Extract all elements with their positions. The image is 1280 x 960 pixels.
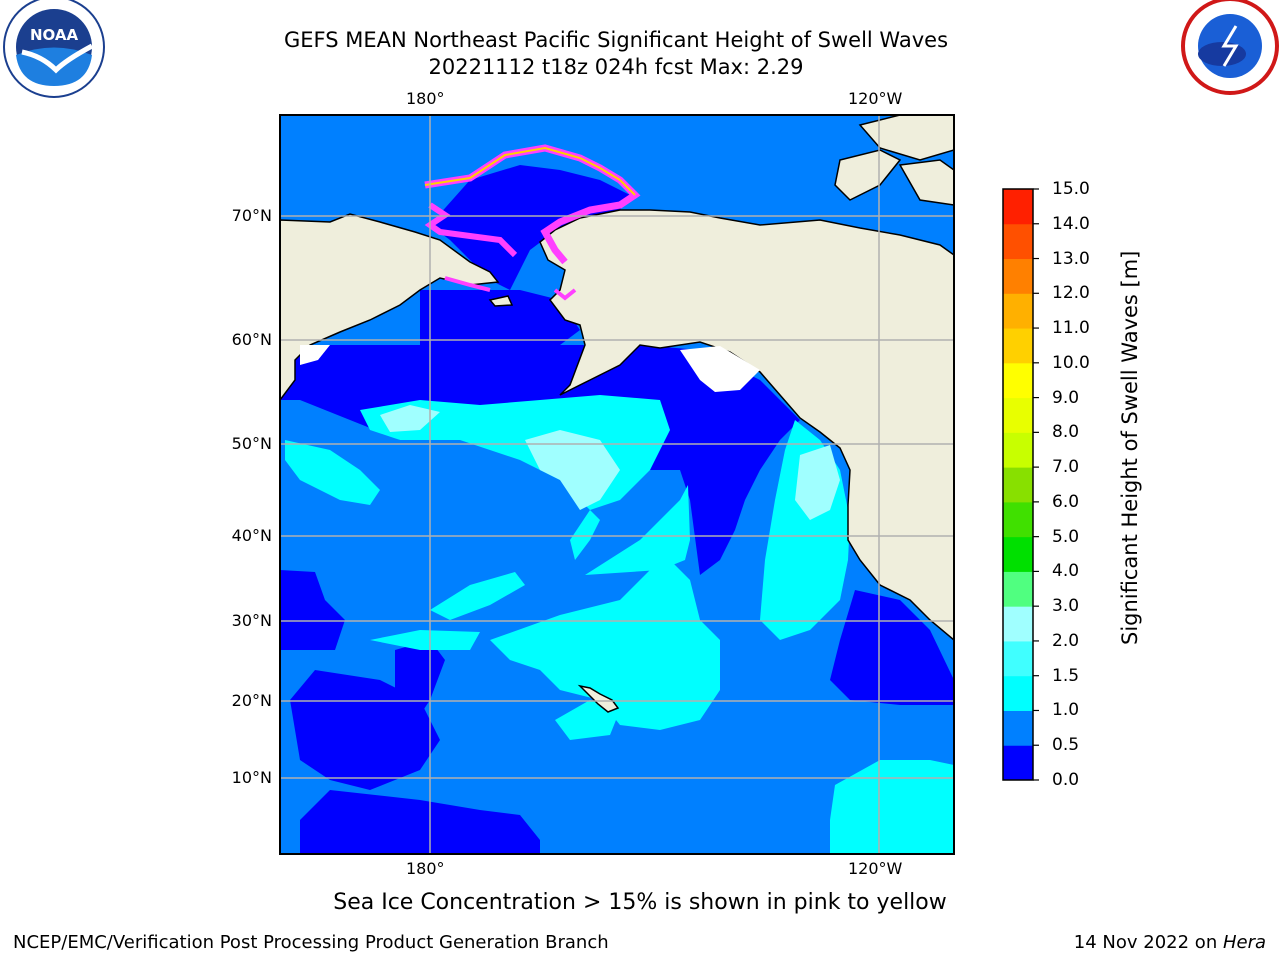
lat-label-70n: 70°N	[231, 206, 272, 225]
colorbar-segment	[1003, 362, 1033, 399]
colorbar-tick-label: 13.0	[1052, 248, 1090, 269]
colorbar-tick-label: 5.0	[1052, 526, 1080, 547]
lat-label-20n: 20°N	[231, 691, 272, 710]
colorbar-segment	[1003, 467, 1033, 503]
colorbar-tick-label: 7.0	[1052, 457, 1080, 478]
colorbar-tick-label: 1.0	[1052, 700, 1080, 721]
colorbar-segment	[1003, 223, 1033, 260]
colorbar-segment	[1003, 571, 1033, 607]
footer-branch: NCEP/EMC/Verification Post Processing Pr…	[13, 932, 609, 953]
lat-label-40n: 40°N	[231, 526, 272, 545]
colorbar-segment	[1003, 501, 1033, 538]
lat-label-10n: 10°N	[231, 768, 272, 787]
plot-title: GEFS MEAN Northeast Pacific Significant …	[283, 28, 949, 52]
colorbar-tick-label: 6.0	[1052, 491, 1080, 512]
lat-label-60n: 60°N	[231, 330, 272, 349]
colorbar-segment	[1003, 397, 1033, 433]
lon-label-bottom-120w: 120°W	[848, 859, 903, 878]
colorbar-segment	[1003, 606, 1033, 642]
colorbar-segment	[1003, 432, 1033, 468]
colorbar-tick-label: 11.0	[1052, 318, 1090, 339]
colorbar-frame	[1002, 188, 1034, 781]
colorbar-tick-label: 0.5	[1052, 735, 1080, 756]
colorbar-tick-label: 9.0	[1052, 387, 1080, 408]
sea-ice-edge	[424, 144, 641, 301]
land-masses	[280, 115, 954, 854]
lat-label-50n: 50°N	[231, 434, 272, 453]
colorbar-segment	[1003, 710, 1033, 746]
colorbar-segment	[1003, 293, 1033, 329]
colorbar-segment	[1003, 536, 1033, 572]
colorbar	[1003, 188, 1039, 781]
colorbar-segment	[1003, 640, 1033, 677]
lon-label-top-120w: 120°W	[848, 89, 903, 108]
nws-logo	[1181, 0, 1279, 95]
colorbar-segment	[1003, 675, 1033, 711]
colorbar-segment	[1003, 189, 1033, 225]
footer-date-text: 14 Nov 2022 on	[1073, 932, 1223, 953]
swell-height-map	[280, 115, 954, 854]
footer-machine: Hera	[1222, 932, 1266, 953]
missing-data-patches	[300, 345, 760, 392]
colorbar-tick-label: 2.0	[1052, 630, 1080, 651]
lon-label-bottom-180: 180°	[406, 859, 445, 878]
colorbar-segment	[1003, 328, 1033, 364]
graticule	[280, 115, 954, 854]
sea-ice-caption: Sea Ice Concentration > 15% is shown in …	[333, 890, 947, 915]
footer-date: 14 Nov 2022 on Hera	[1074, 932, 1266, 953]
plot-subtitle: 20221112 t18z 024h fcst Max: 2.29	[428, 55, 804, 79]
colorbar-segment	[1003, 258, 1033, 294]
lon-label-top-180: 180°	[406, 89, 445, 108]
height-1.5-2.0-regions	[380, 405, 840, 520]
noaa-logo: NOAA	[3, 0, 105, 98]
colorbar-label: Significant Height of Swell Waves [m]	[1118, 250, 1142, 645]
colorbar-tick-label: 3.0	[1052, 596, 1080, 617]
colorbar-tick-label: 4.0	[1052, 561, 1080, 582]
colorbar-tick-label: 0.0	[1052, 770, 1080, 790]
colorbar-tick-label: 14.0	[1052, 213, 1090, 234]
noaa-logo-text: NOAA	[30, 26, 79, 44]
height-1.0-1.5-regions	[285, 395, 954, 854]
lat-label-30n: 30°N	[231, 611, 272, 630]
colorbar-tick-label: 12.0	[1052, 283, 1090, 304]
colorbar-tick-label: 1.5	[1052, 665, 1080, 686]
colorbar-tick-label: 8.0	[1052, 422, 1080, 443]
colorbar-tick-label: 15.0	[1052, 179, 1090, 199]
colorbar-tick-label: 10.0	[1052, 352, 1090, 373]
colorbar-segment	[1003, 745, 1033, 781]
map-frame	[279, 114, 955, 855]
